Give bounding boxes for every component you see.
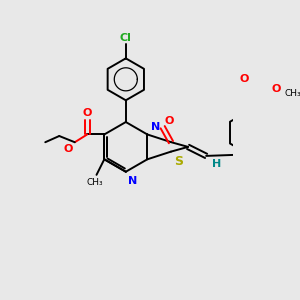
Text: O: O: [239, 74, 249, 85]
Text: O: O: [272, 84, 281, 94]
Text: H: H: [212, 159, 222, 169]
Text: CH₃: CH₃: [285, 89, 300, 98]
Text: CH₃: CH₃: [87, 178, 103, 187]
Text: N: N: [128, 176, 137, 186]
Text: O: O: [165, 116, 174, 126]
Text: S: S: [174, 155, 183, 168]
Text: O: O: [63, 144, 72, 154]
Text: O: O: [82, 108, 92, 118]
Text: N: N: [151, 122, 160, 132]
Text: Cl: Cl: [120, 33, 132, 43]
